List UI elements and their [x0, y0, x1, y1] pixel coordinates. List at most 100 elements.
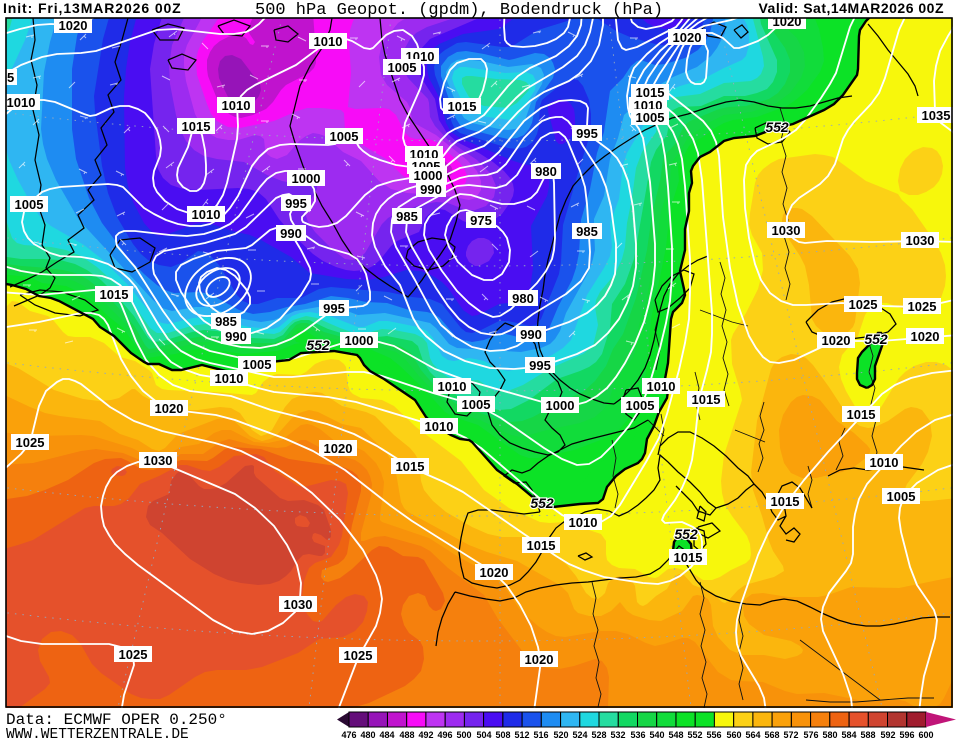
svg-text:1015: 1015 — [636, 85, 665, 100]
svg-text:1015: 1015 — [100, 287, 129, 302]
svg-text:1025: 1025 — [119, 647, 148, 662]
svg-text:Data: ECMWF OPER 0.250°: Data: ECMWF OPER 0.250° — [6, 711, 227, 729]
svg-text:1020: 1020 — [525, 652, 554, 667]
svg-text:584: 584 — [841, 730, 856, 740]
svg-text:1015: 1015 — [674, 550, 703, 565]
svg-text:1005: 1005 — [330, 129, 359, 144]
svg-text:580: 580 — [822, 730, 837, 740]
svg-text:1020: 1020 — [911, 329, 940, 344]
svg-text:488: 488 — [399, 730, 414, 740]
svg-text:1015: 1015 — [527, 538, 556, 553]
svg-text:Init: Fri,13MAR2026 00Z: Init: Fri,13MAR2026 00Z — [3, 0, 182, 16]
svg-text:1020: 1020 — [773, 14, 802, 29]
svg-text:548: 548 — [668, 730, 683, 740]
svg-text:980: 980 — [535, 164, 557, 179]
svg-text:1005: 1005 — [626, 398, 655, 413]
svg-text:596: 596 — [899, 730, 914, 740]
svg-text:1015: 1015 — [448, 99, 477, 114]
svg-text:1010: 1010 — [7, 95, 36, 110]
svg-text:1010: 1010 — [222, 98, 251, 113]
svg-text:1005: 1005 — [15, 197, 44, 212]
svg-text:985: 985 — [576, 224, 598, 239]
svg-text:1020: 1020 — [822, 333, 851, 348]
svg-text:552: 552 — [687, 730, 702, 740]
svg-text:476: 476 — [341, 730, 356, 740]
svg-text:528: 528 — [591, 730, 606, 740]
svg-text:504: 504 — [476, 730, 491, 740]
svg-text:990: 990 — [520, 327, 542, 342]
svg-text:1010: 1010 — [215, 371, 244, 386]
svg-text:1015: 1015 — [847, 407, 876, 422]
svg-text:508: 508 — [495, 730, 510, 740]
svg-text:1000: 1000 — [414, 168, 443, 183]
svg-text:560: 560 — [726, 730, 741, 740]
svg-text:1015: 1015 — [182, 119, 211, 134]
svg-text:15: 15 — [0, 70, 14, 85]
svg-text:592: 592 — [880, 730, 895, 740]
svg-text:980: 980 — [512, 291, 534, 306]
svg-text:985: 985 — [215, 314, 237, 329]
svg-text:556: 556 — [706, 730, 721, 740]
svg-text:1010: 1010 — [870, 455, 899, 470]
svg-text:576: 576 — [803, 730, 818, 740]
svg-text:1025: 1025 — [849, 297, 878, 312]
svg-text:1035: 1035 — [922, 108, 951, 123]
svg-text:1030: 1030 — [906, 233, 935, 248]
svg-text:552: 552 — [530, 495, 554, 511]
svg-text:1010: 1010 — [569, 515, 598, 530]
svg-text:552: 552 — [306, 337, 330, 353]
svg-text:1020: 1020 — [59, 18, 88, 33]
svg-text:1000: 1000 — [546, 398, 575, 413]
svg-text:1005: 1005 — [388, 60, 417, 75]
svg-text:1005: 1005 — [887, 489, 916, 504]
svg-text:572: 572 — [783, 730, 798, 740]
svg-text:1005: 1005 — [243, 357, 272, 372]
svg-text:1020: 1020 — [155, 401, 184, 416]
svg-text:516: 516 — [533, 730, 548, 740]
svg-text:1010: 1010 — [438, 379, 467, 394]
svg-text:1030: 1030 — [144, 453, 173, 468]
svg-text:500 hPa Geopot. (gpdm), Bodend: 500 hPa Geopot. (gpdm), Bodendruck (hPa) — [255, 1, 663, 20]
svg-text:1030: 1030 — [772, 223, 801, 238]
svg-text:1005: 1005 — [462, 397, 491, 412]
svg-text:500: 500 — [456, 730, 471, 740]
svg-text:496: 496 — [437, 730, 452, 740]
svg-text:1030: 1030 — [284, 597, 313, 612]
svg-text:1010: 1010 — [647, 379, 676, 394]
svg-text:975: 975 — [470, 213, 492, 228]
svg-text:536: 536 — [630, 730, 645, 740]
svg-text:540: 540 — [649, 730, 664, 740]
svg-text:1005: 1005 — [636, 110, 665, 125]
svg-text:1010: 1010 — [314, 34, 343, 49]
svg-text:520: 520 — [553, 730, 568, 740]
svg-text:552: 552 — [864, 331, 888, 347]
svg-text:WWW.WETTERZENTRALE.DE: WWW.WETTERZENTRALE.DE — [6, 727, 189, 741]
svg-text:568: 568 — [764, 730, 779, 740]
svg-text:990: 990 — [280, 226, 302, 241]
svg-text:512: 512 — [514, 730, 529, 740]
svg-text:990: 990 — [225, 329, 247, 344]
svg-text:985: 985 — [396, 209, 418, 224]
svg-text:552: 552 — [674, 526, 698, 542]
svg-text:600: 600 — [918, 730, 933, 740]
svg-text:995: 995 — [323, 301, 345, 316]
svg-text:588: 588 — [860, 730, 875, 740]
svg-text:1020: 1020 — [324, 441, 353, 456]
svg-text:1000: 1000 — [345, 333, 374, 348]
svg-text:990: 990 — [420, 182, 442, 197]
svg-text:492: 492 — [418, 730, 433, 740]
svg-text:995: 995 — [529, 358, 551, 373]
svg-text:1015: 1015 — [692, 392, 721, 407]
svg-text:1010: 1010 — [192, 207, 221, 222]
svg-text:Valid: Sat,14MAR2026 00Z: Valid: Sat,14MAR2026 00Z — [758, 0, 944, 16]
svg-text:480: 480 — [360, 730, 375, 740]
svg-text:1020: 1020 — [480, 565, 509, 580]
svg-text:1020: 1020 — [673, 30, 702, 45]
svg-text:1015: 1015 — [396, 459, 425, 474]
svg-text:995: 995 — [576, 126, 598, 141]
svg-text:484: 484 — [379, 730, 394, 740]
svg-text:1025: 1025 — [344, 648, 373, 663]
svg-text:564: 564 — [745, 730, 760, 740]
svg-text:995: 995 — [285, 196, 307, 211]
svg-text:1010: 1010 — [425, 419, 454, 434]
